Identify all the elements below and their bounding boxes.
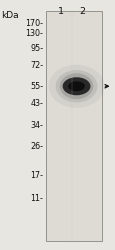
Bar (45, 11, 101, 241)
Text: 17-: 17- (30, 170, 43, 179)
Text: 55-: 55- (30, 82, 43, 91)
Text: 11-: 11- (30, 194, 43, 203)
Text: 130-: 130- (25, 28, 43, 38)
Text: 34-: 34- (30, 120, 43, 130)
Text: 1: 1 (57, 7, 63, 16)
Ellipse shape (59, 73, 92, 99)
Text: 26-: 26- (30, 142, 43, 151)
Text: kDa: kDa (1, 11, 19, 20)
Text: 2: 2 (79, 7, 85, 16)
Text: 43-: 43- (30, 99, 43, 108)
Text: 72-: 72- (30, 61, 43, 70)
Ellipse shape (68, 81, 84, 91)
Text: 170-: 170- (25, 18, 43, 28)
Ellipse shape (62, 77, 90, 95)
Ellipse shape (55, 70, 97, 102)
Ellipse shape (48, 65, 104, 108)
Text: 95-: 95- (30, 44, 43, 53)
